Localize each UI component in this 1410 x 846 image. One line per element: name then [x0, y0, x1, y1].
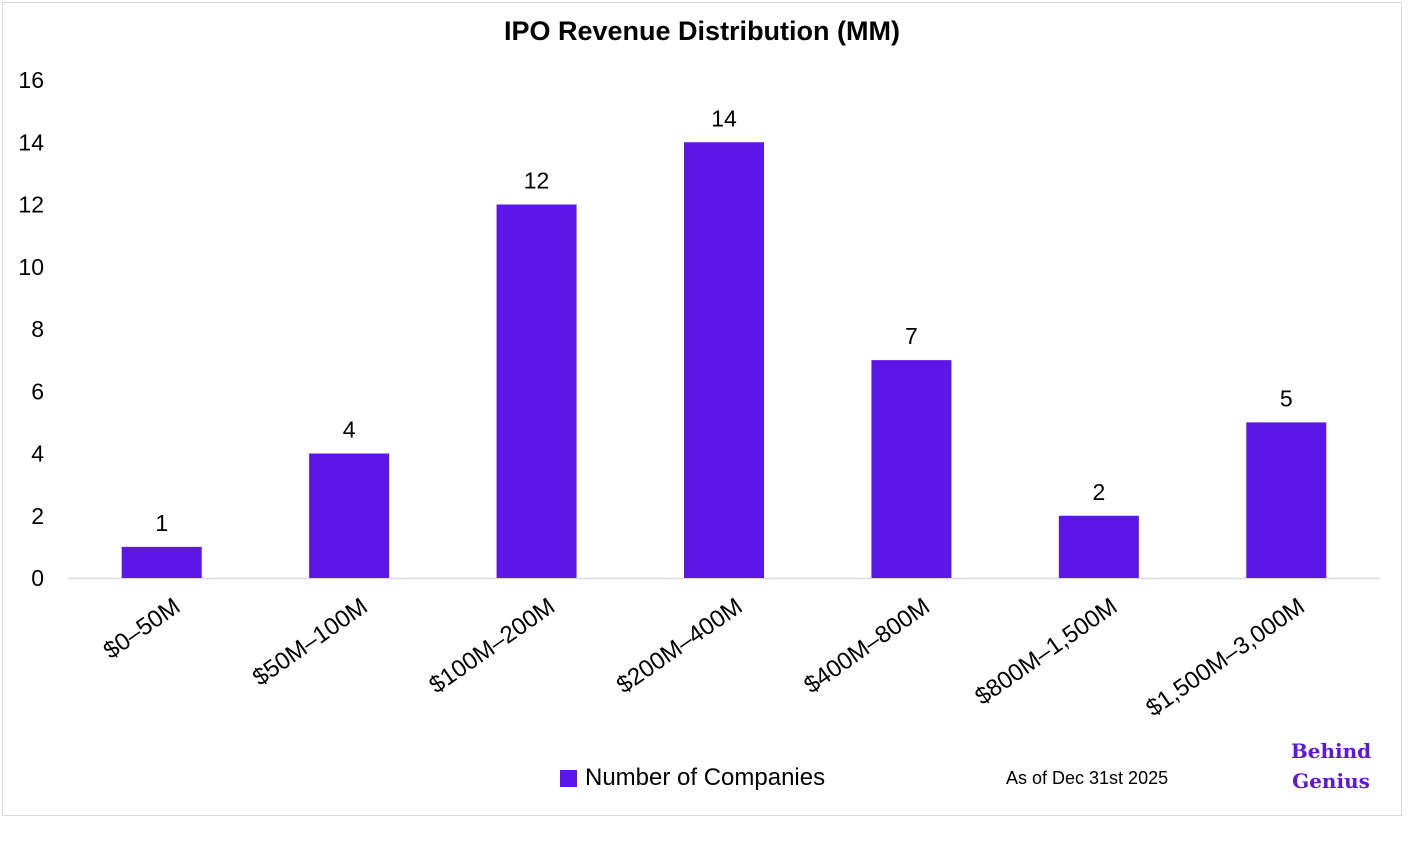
bar-chart: 0 2 4 6 8 10 12 14 16 1 $0–50M 4 $50M–100M 12 $100M–20… [18, 67, 1380, 722]
x-tick-label: $200M–400M [612, 593, 748, 699]
bar [496, 204, 577, 578]
y-tick-label: 0 [31, 565, 44, 591]
y-tick-label: 4 [31, 441, 44, 467]
as-of-date: As of Dec 31st 2025 [1006, 768, 1169, 788]
x-tick-label: $0–50M [99, 593, 186, 665]
y-tick-label: 16 [18, 67, 44, 93]
legend-swatch [560, 769, 577, 787]
bar [684, 142, 764, 578]
data-label: 2 [1092, 479, 1105, 505]
brand-line-2: Genius [1292, 769, 1370, 793]
bar [121, 546, 202, 578]
data-label: 1 [155, 510, 168, 536]
bar [1058, 515, 1139, 578]
bar [309, 453, 390, 578]
y-tick-label: 12 [18, 192, 44, 218]
x-tick-label: $1,500M–3,000M [1141, 593, 1310, 722]
x-tick-label: $400M–800M [799, 593, 935, 699]
brand-line-1: Behind [1290, 739, 1372, 763]
bar [871, 360, 952, 578]
y-tick-label: 8 [31, 316, 44, 342]
bar [1246, 422, 1327, 578]
data-label: 4 [343, 417, 356, 443]
y-tick-label: 2 [31, 503, 44, 529]
brand-logo: Behind Genius [1276, 736, 1386, 796]
data-label: 7 [905, 323, 918, 349]
chart-title: IPO Revenue Distribution (MM) [503, 16, 900, 46]
x-tick-label: $50M–100M [248, 593, 373, 692]
x-tick-label: $800M–1,500M [970, 593, 1122, 711]
data-label: 14 [711, 105, 737, 131]
data-label: 12 [524, 168, 550, 194]
y-tick-label: 6 [31, 378, 44, 404]
data-label: 5 [1280, 385, 1293, 411]
y-tick-label: 14 [18, 129, 44, 155]
legend-label: Number of Companies [585, 764, 826, 791]
legend: Number of Companies [560, 764, 825, 792]
x-tick-label: $100M–200M [424, 593, 560, 699]
y-tick-label: 10 [18, 254, 44, 280]
